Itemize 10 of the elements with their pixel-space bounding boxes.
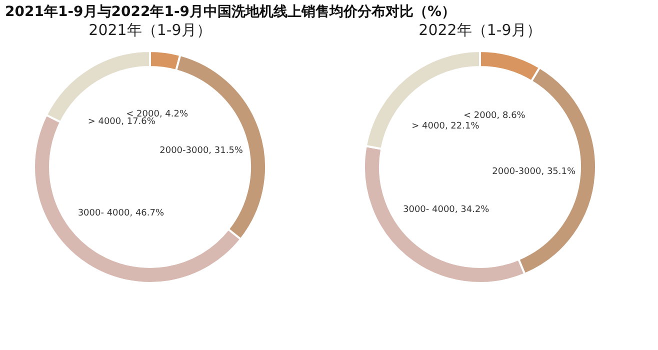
chart-subtitle: 2022年（1-9月） xyxy=(418,21,542,39)
slice-label: 2000-3000, 35.1% xyxy=(492,166,576,177)
slice-label: > 4000, 17.6% xyxy=(88,117,156,128)
chart-title: 2021年1-9月与2022年1-9月中国洗地机线上销售均价分布对比（%） xyxy=(5,4,456,20)
slice-label: 2000-3000, 31.5% xyxy=(160,146,244,156)
slice-label: 3000- 4000, 34.2% xyxy=(402,205,490,216)
slice-label: 3000- 4000, 46.7% xyxy=(78,208,164,219)
slice-label: > 4000, 22.1% xyxy=(412,122,480,132)
slice-label: < 2000, 8.6% xyxy=(463,110,526,121)
chart-subtitle: 2021年（1-9月） xyxy=(88,21,212,39)
